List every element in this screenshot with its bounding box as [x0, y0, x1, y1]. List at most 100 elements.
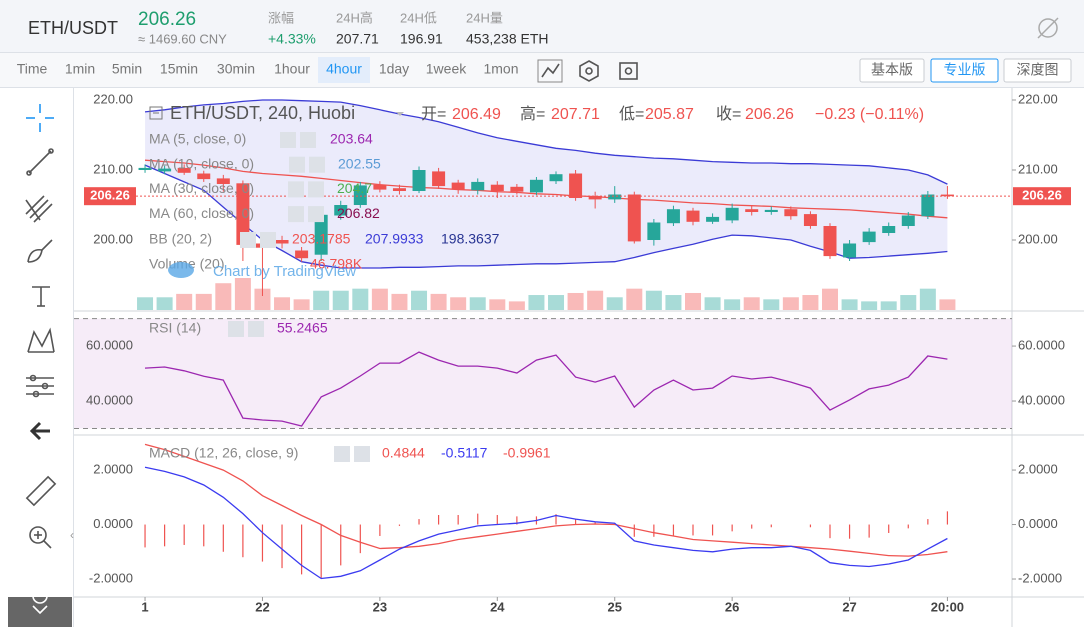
candle-body: [236, 183, 250, 245]
view-button-frame[interactable]: [859, 58, 925, 83]
volume-bar: [567, 292, 584, 310]
line-tool[interactable]: [26, 148, 54, 176]
view-button-frame[interactable]: [1003, 58, 1072, 83]
x-tick-label: 27: [842, 599, 856, 614]
legend-settings[interactable]: [280, 132, 296, 148]
x-tick-label: 25: [607, 599, 621, 614]
view-button-frame[interactable]: [930, 58, 999, 83]
interval-button[interactable]: 4hour: [326, 61, 362, 77]
interval-button[interactable]: 1hour: [274, 61, 310, 77]
collapse-arrow[interactable]: ‹: [70, 528, 74, 542]
candle-body: [882, 226, 896, 234]
symbol: ETH/USDT, 240, Huobi: [170, 103, 355, 123]
price: 206.26: [138, 9, 196, 30]
legend-close[interactable]: [248, 321, 264, 337]
zoom-tool[interactable]: [29, 526, 52, 549]
view-button[interactable]: 深度图: [1017, 62, 1059, 78]
collapse-box[interactable]: [149, 106, 163, 120]
legend-close[interactable]: [308, 181, 324, 198]
legend-settings[interactable]: [240, 232, 256, 248]
stat-value: 196.91: [400, 31, 443, 47]
prediction-tool[interactable]: [26, 374, 54, 398]
brush-tool[interactable]: [27, 239, 53, 263]
interval-button[interactable]: 5min: [112, 61, 142, 77]
macd-tick-label: 0.0000: [93, 516, 133, 531]
rsi-tick-label: 40.0000: [86, 392, 133, 407]
last-price-label: 206.26: [90, 188, 130, 203]
candle-body: [412, 170, 426, 192]
stats: 涨幅 +4.33% 24H高 207.71 24H低 196.91 24H量 453,238 …: [268, 10, 549, 46]
legend-settings[interactable]: [288, 181, 304, 198]
volume-bar: [391, 293, 408, 310]
macd-tick-label: 2.0000: [1018, 461, 1058, 476]
x-tick-label: 26: [725, 599, 739, 614]
candle-body: [823, 226, 837, 257]
interval-button[interactable]: 1day: [379, 61, 409, 77]
header-bg: [0, 0, 1084, 52]
volume-bar: [626, 288, 643, 310]
crosshair-tool[interactable]: [26, 104, 54, 132]
candle-body: [295, 250, 309, 259]
legend-close[interactable]: [354, 446, 370, 462]
ruler-tool[interactable]: [25, 475, 57, 507]
interval-button[interactable]: 15min: [160, 61, 198, 77]
y-tick-label: 200.00: [93, 231, 133, 246]
stat-value: 207.71: [336, 31, 379, 47]
candle-body: [549, 174, 563, 182]
interval-button[interactable]: 1week: [426, 61, 467, 77]
legend-settings[interactable]: [289, 156, 305, 173]
fib-tool[interactable]: [25, 195, 53, 223]
legend-settings[interactable]: [228, 321, 244, 337]
volume-bar: [274, 297, 291, 310]
volume-bar: [704, 297, 721, 310]
last-price-label: 206.26: [1022, 188, 1062, 203]
chart-type-button[interactable]: [537, 59, 563, 83]
bb-upper: [144, 99, 948, 185]
legend-close[interactable]: [308, 206, 324, 223]
legend-settings[interactable]: [288, 206, 304, 223]
volume-bar: [743, 297, 760, 310]
legend-close[interactable]: [300, 132, 316, 148]
candle-body: [745, 209, 759, 213]
interval-active-bg: [318, 57, 370, 83]
candle-body: [432, 171, 446, 187]
anchor-tool[interactable]: [32, 588, 48, 615]
rsi-label: RSI (14): [149, 320, 201, 336]
rsi-tick-label: 60.0000: [1018, 338, 1065, 353]
ma-label: MA (10, close, 0): [149, 155, 254, 171]
interval-button[interactable]: Time: [17, 61, 48, 77]
volume-bar: [371, 288, 388, 310]
volume-bar: [195, 293, 212, 310]
interval-button[interactable]: 1min: [65, 61, 95, 77]
candle-body: [627, 194, 641, 242]
settings-button[interactable]: [579, 60, 599, 82]
ma-value: 203.64: [330, 131, 373, 147]
volume-bar: [685, 292, 702, 310]
legend-settings[interactable]: [334, 446, 350, 462]
view-button[interactable]: 基本版: [871, 62, 913, 78]
candle-body: [843, 243, 857, 258]
volume-bar: [430, 293, 447, 310]
ma-value: 204.7: [337, 180, 372, 196]
macd-tick-label: 2.0000: [93, 461, 133, 476]
candle-body: [334, 205, 348, 216]
interval-button[interactable]: 30min: [217, 61, 255, 77]
toolbar: Time 1min 5min 15min 30min 1hour 4hour 1day 1wee…: [17, 57, 1072, 83]
y-tick-label: 220.00: [93, 91, 133, 106]
y-tick-label: 200.00: [1018, 231, 1058, 246]
back-tool[interactable]: [29, 421, 50, 441]
macd-line: [144, 466, 948, 580]
stat-label: 24H高: [336, 10, 373, 25]
interval-button[interactable]: 1mon: [483, 61, 518, 77]
volume-bar: [802, 295, 819, 310]
pattern-tool[interactable]: [27, 327, 55, 353]
view-button[interactable]: 专业版: [944, 62, 986, 78]
legend-close[interactable]: [260, 232, 276, 248]
legend-close[interactable]: [309, 156, 325, 173]
volume-bar: [528, 295, 545, 310]
text-tool[interactable]: [32, 286, 50, 307]
screenshot-button[interactable]: [619, 62, 638, 80]
candle-body: [666, 209, 680, 224]
watermark-logo: [168, 262, 194, 278]
candle-body: [901, 215, 915, 227]
